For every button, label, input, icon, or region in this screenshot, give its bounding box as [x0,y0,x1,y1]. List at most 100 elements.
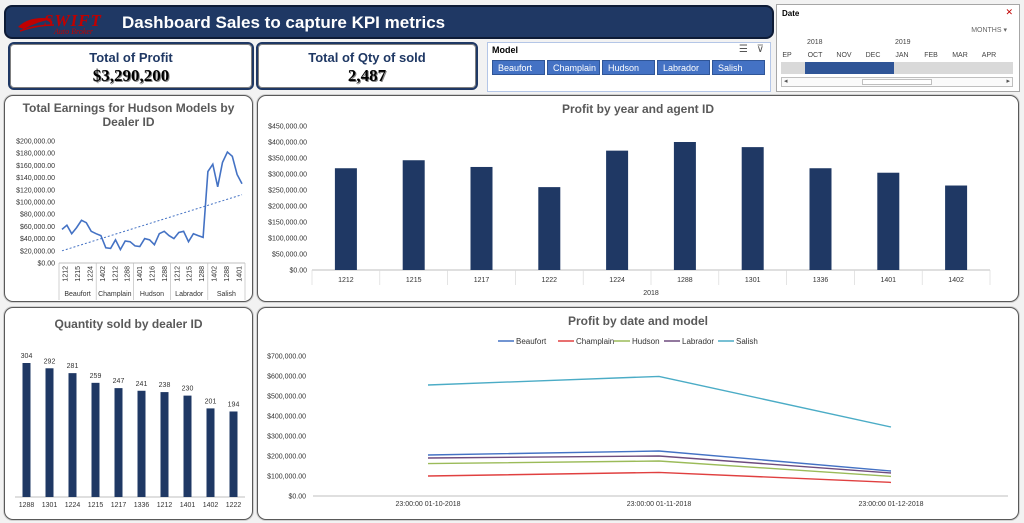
scroll-left-icon[interactable]: ◂ [784,78,788,85]
timeline-level-dropdown[interactable]: MONTHS ▾ [971,27,1007,34]
timeline-year: 2018 [807,39,823,46]
data-label: 230 [182,386,194,393]
series-line-champlain [427,471,892,484]
timeline-scrollbar[interactable]: ◂ ▸ [781,77,1013,87]
x-group-label: Salish [217,291,236,298]
slicer-item-beaufort[interactable]: Beaufort [492,60,545,75]
series-line-salish [427,375,892,428]
kpi-value: $3,290,200 [92,66,170,85]
panel-profit-by-date: Profit by date and model $700,000.00 $600… [257,307,1019,520]
y-tick-label: $700,000.00 [267,354,306,361]
trendline [61,194,243,252]
x-tick-label: 1217 [474,277,490,284]
x-tick-label: 1288 [224,266,231,282]
timeline-year: 2019 [895,39,911,46]
kpi-label: Total of Qty of sold [308,50,426,65]
y-tick-label: $500,000.00 [267,394,306,401]
series-line-earnings [61,150,243,252]
x-tick-label: 1215 [406,277,422,284]
header-banner: SWIFT Auto Broker Dashboard Sales to cap… [4,5,774,39]
data-label: 201 [205,398,217,405]
x-tick-label: 1288 [677,277,693,284]
data-label: 292 [44,358,56,365]
bar [606,150,629,270]
x-tick-label: 1224 [65,502,81,509]
x-tick-label: 1402 [100,266,107,282]
bar [22,363,31,497]
x-tick-label: 1401 [881,277,897,284]
x-group-label: Beaufort [64,291,91,298]
y-tick-label: $400,000.00 [267,414,306,421]
bar [68,373,77,497]
data-label: 238 [159,382,171,389]
timeline-title: Date [782,9,800,18]
x-tick-label: 1301 [42,502,58,509]
slicer-item-champlain[interactable]: Champlain [547,60,600,75]
x-tick-label: 1401 [236,266,243,282]
timeline-selection[interactable] [805,62,894,74]
x-tick-label: 23:00:00 01-12-2018 [859,501,924,508]
bar [673,142,696,270]
slicer-item-salish[interactable]: Salish [712,60,765,75]
x-tick-label: 1222 [226,502,242,509]
panel-profit-by-agent: Profit by year and agent ID $450,000.00 $… [257,95,1019,302]
timeline-month[interactable]: DEC [865,52,881,59]
x-tick-label: 1402 [203,502,219,509]
slicer-item-labrador[interactable]: Labrador [657,60,710,75]
x-group-label: Hudson [140,291,164,298]
series-line-labrador [427,455,892,474]
y-tick-label: $0.00 [289,268,307,275]
timeline-month[interactable]: MAR [952,52,968,59]
y-tick-label: $400,000.00 [268,140,307,147]
y-tick-label: $200,000.00 [267,454,306,461]
bar [137,390,146,497]
x-tick-label: 1217 [111,502,127,509]
timeline-month[interactable]: NOV [836,52,852,59]
data-label: 304 [21,353,33,360]
clear-filter-icon[interactable]: ✕ [1005,7,1013,17]
timeline-month[interactable]: APR [981,52,997,59]
legend-label: Hudson [632,337,660,346]
scroll-right-icon[interactable]: ▸ [1006,78,1010,85]
y-tick-label: $50,000.00 [272,252,307,259]
x-tick-label: 1212 [338,277,354,284]
x-tick-label: 1402 [212,266,219,282]
y-tick-label: $0.00 [37,261,55,268]
slicer-item-hudson[interactable]: Hudson [602,60,655,75]
x-group-label: Champlain [98,291,132,298]
x-tick-label: 1288 [19,502,35,509]
timeline-month[interactable]: EP [782,52,792,59]
y-tick-label: $80,000.00 [20,212,55,219]
data-label: 247 [113,378,125,385]
timeline-month[interactable]: OCT [807,52,823,59]
y-tick-label: $60,000.00 [20,224,55,231]
series-line-hudson [427,460,892,478]
hudson-earnings-chart: $200,000.00 $180,000.00 $160,000.00 $140,00… [16,139,246,300]
kpi-label: Total of Profit [89,50,173,65]
logo-subtitle: Auto Broker [54,27,94,36]
slicer-title: Model [492,45,518,55]
y-tick-label: $300,000.00 [268,172,307,179]
x-tick-label: 1401 [137,266,144,282]
y-tick-label: $100,000.00 [16,200,55,207]
clear-filter-icon[interactable]: ⊽ [756,44,764,55]
y-tick-label: $350,000.00 [268,156,307,163]
y-tick-label: $250,000.00 [268,188,307,195]
y-tick-label: $100,000.00 [268,236,307,243]
timeline-month[interactable]: FEB [924,52,938,59]
data-label: 194 [228,401,240,408]
page-title: Dashboard Sales to capture KPI metrics [122,13,446,32]
scroll-thumb[interactable] [862,79,932,85]
x-tick-label: 1288 [125,266,132,282]
x-tick-label: 23:00:00 01-10-2018 [396,501,461,508]
logo-name: SWIFT [44,11,102,30]
x-axis-label: 2018 [643,290,659,297]
x-tick-label: 23:00:00 01-11-2018 [627,501,692,508]
profit-by-agent-chart: $450,000.00 $400,000.00 $350,000.00 $300,00… [268,124,991,297]
timeline-month[interactable]: JAN [895,52,909,59]
y-tick-label: $160,000.00 [16,163,55,170]
multi-select-icon[interactable]: ☰ [738,44,748,55]
logo: SWIFT Auto Broker [16,11,108,36]
profit-by-date-chart: $700,000.00 $600,000.00 $500,000.00 $400,00… [267,337,1008,508]
bar [334,168,357,270]
